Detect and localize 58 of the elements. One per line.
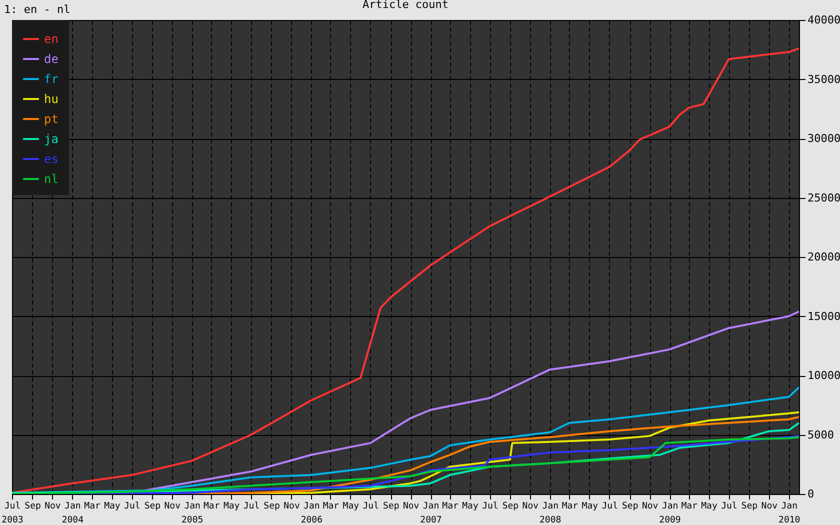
x-tick-label: Mar [84, 502, 101, 512]
legend-label: fr [44, 72, 58, 86]
x-tick-label: Jan 2007 [420, 502, 442, 525]
y-tick-label: 0 [808, 488, 814, 500]
x-tick-label: Jul [482, 502, 498, 512]
y-tick-label: 10000 [808, 369, 840, 382]
x-tick-label: May [223, 502, 240, 512]
x-tick-label: Jul [721, 502, 738, 512]
x-tick-label: Nov [642, 502, 658, 512]
x-tick-label: Jan 2009 [659, 502, 681, 525]
y-tick-label: 35000 [808, 72, 840, 86]
x-tick-label: Jul 2003 [2, 502, 24, 525]
x-tick-label: Nov [44, 502, 61, 512]
x-tick-label: Jan 2008 [540, 502, 562, 525]
x-tick-label: Sep [264, 502, 280, 512]
x-tick-label: Nov [284, 502, 300, 512]
x-tick-label: Mar [681, 502, 698, 512]
x-tick-label: Sep [144, 502, 161, 512]
legend-label: ja [44, 132, 58, 146]
y-tick-label: 5000 [808, 428, 834, 442]
x-tick-label: Jul [243, 502, 260, 512]
y-tick-label: 15000 [808, 310, 840, 323]
y-tick-label: 25000 [808, 191, 840, 204]
x-tick-label: Mar [562, 502, 579, 512]
legend-label: nl [44, 172, 58, 186]
text: 1: en - nl [4, 3, 70, 16]
x-tick-label: Nov [402, 502, 420, 512]
x-tick-label: Jan 2005 [181, 502, 204, 525]
legend-label: es [44, 152, 58, 166]
x-tick-label: Nov [164, 502, 181, 512]
y-tick-label: 30000 [808, 132, 840, 145]
legend-label: hu [44, 92, 58, 106]
x-tick-label: May [582, 502, 599, 512]
x-tick-label: Jan 2006 [300, 502, 323, 525]
x-tick-label: Sep [24, 502, 41, 512]
x-tick-label: Sep [622, 502, 638, 512]
legend-label: en [44, 32, 58, 46]
x-tick-label: Nov [761, 502, 778, 512]
x-tick-label: Mar [322, 502, 340, 512]
x-tick-label: Nov [522, 502, 539, 512]
x-tick-label: May [104, 502, 121, 512]
legend-label: de [44, 52, 58, 66]
y-tick-label: 40000 [808, 14, 840, 26]
x-tick-label: Mar [203, 502, 220, 512]
x-tick-label: Jul [602, 502, 618, 512]
legend-label: pt [44, 112, 58, 126]
x-tick-label: Mar [442, 502, 460, 512]
x-tick-label: Sep [382, 502, 400, 512]
x-tick-label: May [462, 502, 479, 512]
x-tick-label: Sep [502, 502, 519, 512]
y-tick-label: 20000 [808, 250, 840, 264]
x-tick-label: Jul [124, 502, 140, 512]
x-tick-label: May [342, 502, 360, 512]
x-tick-label: Sep [741, 502, 758, 512]
x-tick-label: Jul [362, 502, 379, 512]
x-tick-label: Jan 2010 [778, 502, 800, 525]
x-tick-label: Jan 2004 [62, 502, 84, 525]
x-tick-label: May [701, 502, 718, 512]
